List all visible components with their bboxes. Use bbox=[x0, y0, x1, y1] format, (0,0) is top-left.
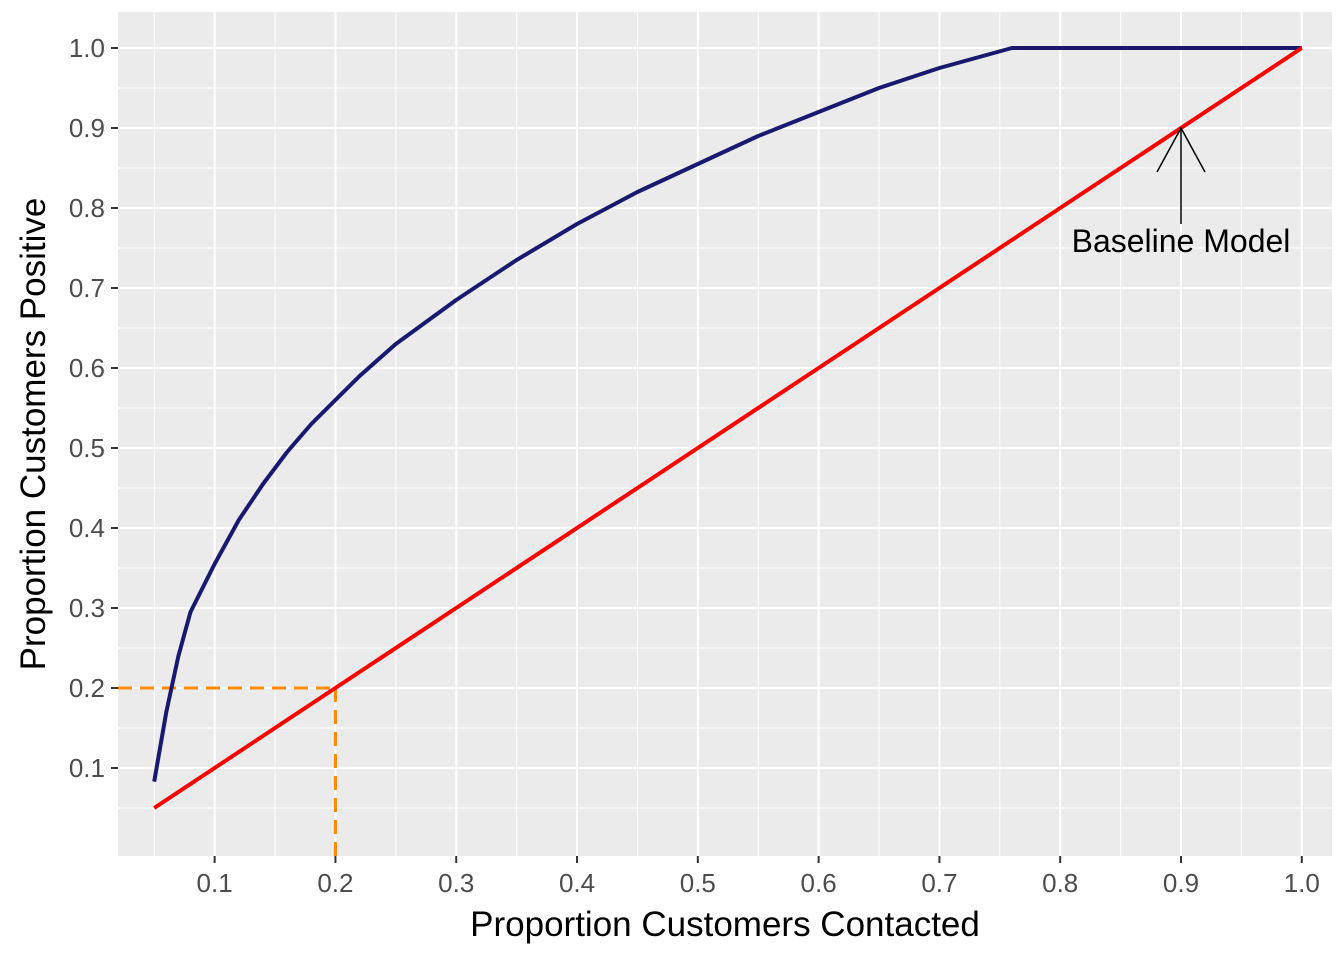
reference-lines bbox=[118, 686, 337, 856]
y-tick-label: 0.7 bbox=[69, 273, 105, 303]
x-tick-label: 0.4 bbox=[559, 868, 595, 898]
baseline-model-line bbox=[153, 46, 1303, 810]
x-axis: 0.1 0.2 0.3 0.4 0.5 0.6 0.7 0.8 0.9 1.0 bbox=[197, 856, 1320, 898]
y-tick-label: 0.3 bbox=[69, 593, 105, 623]
x-tick-label: 0.6 bbox=[801, 868, 837, 898]
y-tick-label: 1.0 bbox=[69, 33, 105, 63]
y-tick-label: 0.9 bbox=[69, 113, 105, 143]
x-tick-label: 0.3 bbox=[438, 868, 474, 898]
y-tick-label: 0.6 bbox=[69, 353, 105, 383]
model-curve-line bbox=[152, 46, 1302, 782]
x-tick-label: 0.7 bbox=[921, 868, 957, 898]
x-axis-title: Proportion Customers Contacted bbox=[470, 905, 980, 944]
y-tick-label: 0.1 bbox=[69, 753, 105, 783]
x-tick-label: 0.8 bbox=[1042, 868, 1078, 898]
x-tick-label: 0.1 bbox=[197, 868, 233, 898]
x-tick-label: 0.9 bbox=[1163, 868, 1199, 898]
minor-grid bbox=[118, 12, 1332, 856]
x-tick-label: 0.5 bbox=[680, 868, 716, 898]
y-tick-label: 0.2 bbox=[69, 673, 105, 703]
x-tick-label: 1.0 bbox=[1284, 868, 1320, 898]
y-axis-title: Proportion Customers Positive bbox=[14, 198, 53, 671]
major-grid bbox=[118, 12, 1332, 856]
annotation-arrow-head bbox=[1156, 126, 1206, 173]
y-tick-label: 0.4 bbox=[69, 513, 105, 543]
x-tick-label: 0.2 bbox=[317, 868, 353, 898]
y-tick-label: 0.5 bbox=[69, 433, 105, 463]
annotation-layer: Baseline Model bbox=[1072, 126, 1291, 259]
annotation-label: Baseline Model bbox=[1072, 223, 1291, 259]
y-tick-label: 0.8 bbox=[69, 193, 105, 223]
series-layer bbox=[152, 46, 1303, 810]
y-axis: 0.1 0.2 0.3 0.4 0.5 0.6 0.7 0.8 0.9 1.0 bbox=[69, 33, 118, 783]
